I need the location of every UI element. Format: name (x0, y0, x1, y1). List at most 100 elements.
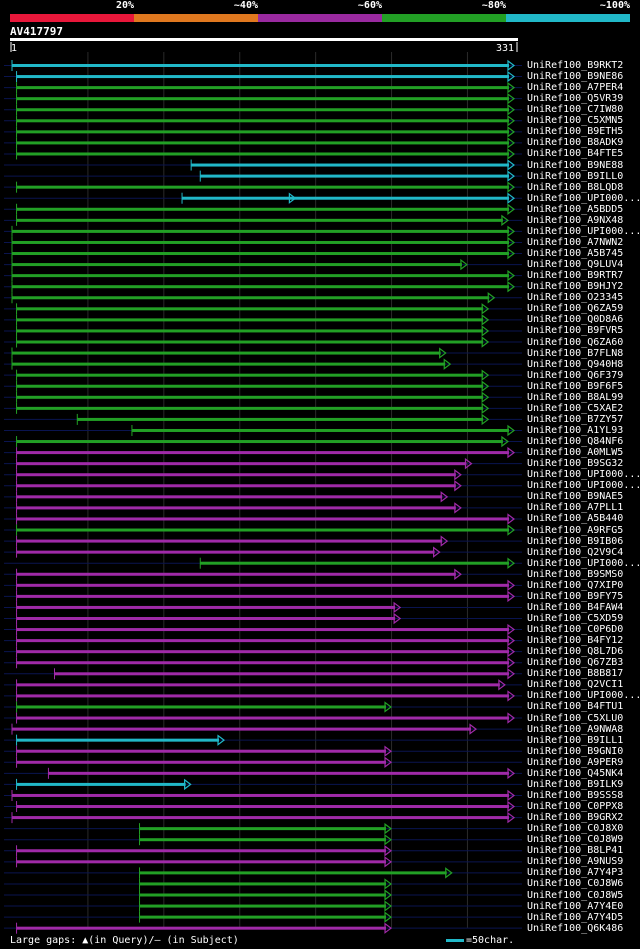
hit-end-arrow (469, 723, 478, 735)
hit-bar (12, 252, 509, 256)
scale-label-20: 20% (115, 0, 134, 11)
hit-end-arrow (507, 513, 515, 525)
hit-end-arrow (384, 745, 393, 757)
hit-label[interactable]: UniRef100_B8B817 (527, 668, 624, 680)
hit-label[interactable]: UniRef100_B9NE88 (527, 159, 624, 171)
hit-label[interactable]: UniRef100_B4FTU1 (527, 701, 624, 713)
hit-label[interactable]: UniRef100_B9F6F5 (527, 380, 624, 392)
hit-label[interactable]: UniRef100_A5B745 (527, 248, 624, 260)
hit-label[interactable]: UniRef100_C5XAE2 (527, 402, 624, 414)
hit-label[interactable]: UniRef100_UPI000... (527, 469, 640, 481)
hit-label[interactable]: UniRef100_A5B440 (527, 513, 624, 525)
hit-label[interactable]: UniRef100_B9SMS0 (527, 568, 624, 580)
hit-label[interactable]: UniRef100_Q6ZA59 (527, 303, 624, 315)
hit-label[interactable]: UniRef100_A9NWA8 (527, 723, 624, 735)
hit-bar (139, 882, 387, 886)
hit-label[interactable]: UniRef100_B8LQD8 (527, 181, 624, 193)
hit-label[interactable]: UniRef100_O23345 (527, 292, 624, 304)
hit-label[interactable]: UniRef100_Q5VR39 (527, 93, 624, 105)
hit-label[interactable]: UniRef100_B7ZY57 (527, 413, 624, 425)
hit-label[interactable]: UniRef100_Q45NK4 (527, 767, 624, 779)
hit-label[interactable]: UniRef100_B8ADK9 (527, 137, 624, 149)
hit-end-arrow (507, 590, 515, 603)
hit-label[interactable]: UniRef100_UPI000... (527, 690, 640, 702)
hit-label[interactable]: UniRef100_B9RTR7 (527, 270, 624, 282)
hit-label[interactable]: UniRef100_B9RKT2 (527, 60, 624, 71)
hit-end-arrow (507, 269, 515, 282)
hit-bar (16, 805, 510, 809)
hit-label[interactable]: UniRef100_C0J8X0 (527, 823, 624, 835)
hit-label[interactable]: UniRef100_A0MLW5 (527, 447, 624, 459)
hit-label[interactable]: UniRef100_C0J8W6 (527, 878, 624, 890)
hit-label[interactable]: UniRef100_C5XLU0 (527, 712, 624, 724)
hit-label[interactable]: UniRef100_Q0D8A6 (527, 314, 624, 326)
hit-label[interactable]: UniRef100_B9FVR5 (527, 325, 624, 337)
hit-label[interactable]: UniRef100_B9ILL0 (527, 170, 624, 182)
hit-label[interactable]: UniRef100_UPI000... (527, 225, 640, 237)
hit-label[interactable]: UniRef100_C0PPX8 (527, 801, 624, 813)
hit-label[interactable]: UniRef100_C5XD59 (527, 613, 624, 624)
hit-label[interactable]: UniRef100_C0J8W9 (527, 834, 624, 846)
hit-bar (139, 904, 387, 908)
hit-label[interactable]: UniRef100_B9SSS8 (527, 789, 624, 801)
hit-label[interactable]: UniRef100_Q940H8 (527, 358, 624, 370)
hit-bar (12, 793, 509, 797)
hit-label[interactable]: UniRef100_B4FY12 (527, 635, 624, 647)
hit-label[interactable]: UniRef100_Q8L7D6 (527, 646, 624, 658)
hit-label[interactable]: UniRef100_Q2VCI1 (527, 679, 624, 691)
hit-label[interactable]: UniRef100_Q6ZA60 (527, 336, 624, 348)
hit-label[interactable]: UniRef100_B9NE86 (527, 71, 624, 83)
hit-label[interactable]: UniRef100_Q9LUV4 (527, 259, 624, 271)
hit-label[interactable]: UniRef100_C0J8W5 (527, 889, 624, 901)
hit-label[interactable]: UniRef100_C7IW80 (527, 104, 624, 116)
hit-label[interactable]: UniRef100_B9ETH5 (527, 126, 624, 138)
hit-label[interactable]: UniRef100_UPI000... (527, 480, 640, 492)
hit-end-arrow (501, 214, 509, 227)
hit-label[interactable]: UniRef100_B4FTE5 (527, 148, 624, 160)
hit-label[interactable]: UniRef100_A7PER4 (527, 82, 624, 94)
hit-label[interactable]: UniRef100_B9GNI0 (527, 745, 624, 757)
hit-label[interactable]: UniRef100_A9NUS9 (527, 856, 624, 868)
hit-label[interactable]: UniRef100_Q6F379 (527, 369, 624, 381)
hit-end-arrow (507, 81, 515, 94)
hit-label[interactable]: UniRef100_B9ILK9 (527, 778, 624, 790)
hit-label[interactable]: UniRef100_A5BDD5 (527, 203, 624, 215)
hit-label[interactable]: UniRef100_A7NWN2 (527, 236, 624, 248)
hit-label[interactable]: UniRef100_A9RFG5 (527, 524, 624, 536)
hit-label[interactable]: UniRef100_A9PER9 (527, 756, 624, 768)
hit-bar (12, 285, 509, 289)
hit-label[interactable]: UniRef100_Q84NF6 (527, 436, 624, 448)
hit-label[interactable]: UniRef100_B9FY75 (527, 590, 624, 602)
hit-label[interactable]: UniRef100_A7Y4D5 (527, 911, 624, 923)
hit-label[interactable]: UniRef100_UPI000... (527, 192, 640, 204)
hit-label[interactable]: UniRef100_B9IB06 (527, 535, 624, 547)
hit-label[interactable]: UniRef100_B4FAW4 (527, 601, 624, 613)
hit-label[interactable]: UniRef100_C0P6D0 (527, 624, 624, 636)
hit-label[interactable]: UniRef100_A1YL93 (527, 424, 624, 436)
hit-label[interactable]: UniRef100_A7Y4E0 (527, 900, 624, 912)
hit-end-arrow (507, 668, 515, 680)
hit-label[interactable]: UniRef100_B9SG32 (527, 458, 624, 470)
hit-label[interactable]: UniRef100_Q7XIP0 (527, 579, 624, 591)
hit-label[interactable]: UniRef100_C5XMN5 (527, 115, 624, 127)
hit-label[interactable]: UniRef100_A9NX48 (527, 214, 624, 226)
hit-end-arrow (507, 579, 515, 592)
hit-label[interactable]: UniRef100_B7FLN8 (527, 347, 624, 359)
hit-label[interactable]: UniRef100_A7PLL1 (527, 502, 624, 514)
hit-label[interactable]: UniRef100_B9NAE5 (527, 491, 624, 503)
hit-label[interactable]: UniRef100_B8AL99 (527, 391, 624, 403)
hit-label[interactable]: UniRef100_B9ILL1 (527, 734, 624, 746)
hit-label[interactable]: UniRef100_B9GRX2 (527, 812, 624, 824)
hit-label[interactable]: UniRef100_Q6K486 (527, 922, 624, 934)
hit-label[interactable]: UniRef100_B8LP41 (527, 845, 624, 857)
hit-label[interactable]: UniRef100_Q67ZB3 (527, 657, 624, 669)
hit-end-arrow (507, 690, 515, 702)
hit-bar (16, 462, 467, 466)
hit-label[interactable]: UniRef100_B9HJY2 (527, 281, 624, 293)
hit-end-arrow (507, 126, 515, 138)
hit-label[interactable]: UniRef100_A7Y4P3 (527, 867, 624, 879)
hit-label[interactable]: UniRef100_Q2V9C4 (527, 546, 624, 558)
hit-end-arrow (498, 679, 506, 691)
hit-label[interactable]: UniRef100_UPI000... (527, 557, 640, 569)
